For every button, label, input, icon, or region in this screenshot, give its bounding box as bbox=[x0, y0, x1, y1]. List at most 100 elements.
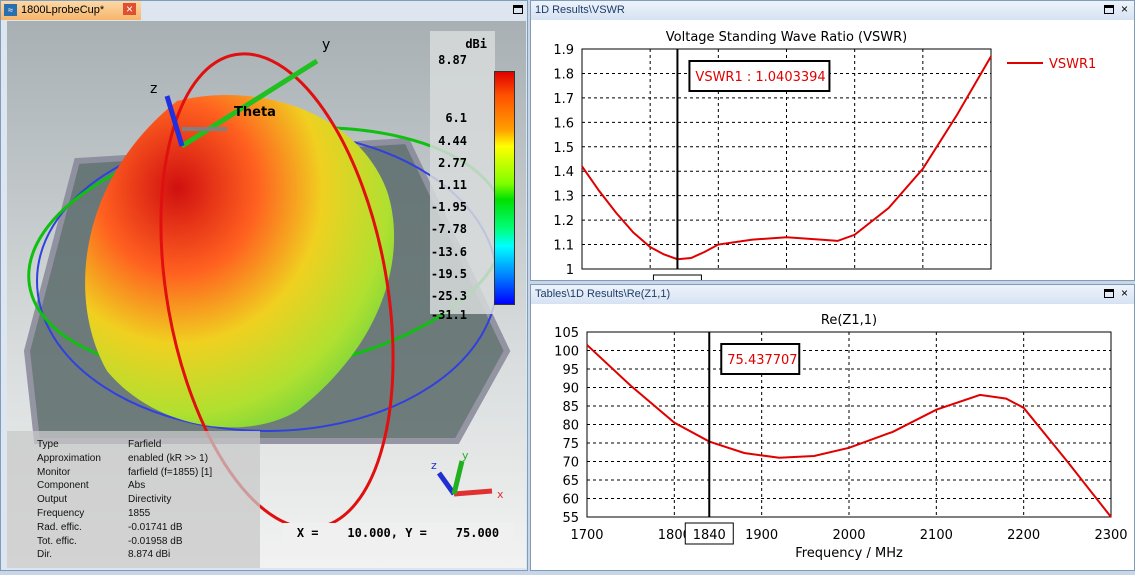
cursor-coordinates: X = 10.000, Y = 75.000 bbox=[283, 523, 513, 543]
x-tick-label: 2300 bbox=[1094, 528, 1127, 543]
colorbar-tick: 8.87 bbox=[438, 53, 467, 67]
wave-icon: ≈ bbox=[4, 4, 17, 16]
y-tick-label: 1.4 bbox=[553, 165, 574, 180]
orientation-triad: x z y bbox=[431, 449, 504, 501]
info-value: 8.874 dBi bbox=[128, 549, 171, 561]
y-tick-label: 55 bbox=[562, 511, 579, 526]
y-axis-label: y bbox=[322, 37, 330, 53]
info-row: Dir. 8.874 dBi bbox=[37, 549, 257, 563]
colorbar bbox=[494, 71, 515, 305]
y-tick-label: 85 bbox=[562, 400, 579, 415]
y-axis-arrow bbox=[180, 58, 319, 149]
x-axis-label: Frequency / MHz bbox=[795, 546, 903, 561]
info-key: Approximation bbox=[37, 452, 101, 464]
svg-text:x: x bbox=[497, 488, 504, 501]
vswr-pane-title: 1D Results\VSWR bbox=[531, 1, 1134, 20]
colorbar-unit: dBi bbox=[465, 37, 487, 51]
colorbar-legend: dBi 8.87 6.1 4.44 2.77 1.11 -1.95 -7.78 -13.6 -1… bbox=[430, 31, 515, 322]
info-row: Monitor farfield (f=1855) [1] bbox=[37, 467, 257, 481]
x-tick-label: 1700 bbox=[570, 528, 603, 543]
svg-text:y: y bbox=[462, 449, 469, 462]
marker-value-label: 75.437707 bbox=[727, 353, 797, 368]
farfield-scene: y z Theta x z y bbox=[23, 37, 511, 530]
x-tick-label: 2100 bbox=[920, 528, 953, 543]
3d-view[interactable]: y z Theta x z y dBi 8.87 6.1 4.44 2.77 1.11 -… bbox=[7, 21, 526, 568]
vswr-chart[interactable]: Voltage Standing Wave Ratio (VSWR) 1 1.1 1.… bbox=[531, 20, 1134, 313]
y-tick-label: 105 bbox=[554, 326, 579, 341]
vswr-pane: 1D Results\VSWR × Voltage Standing Wave … bbox=[530, 0, 1135, 313]
x-tick-label: 2000 bbox=[832, 528, 865, 543]
info-key: Tot. effic. bbox=[37, 535, 77, 547]
y-tick-label: 1.6 bbox=[553, 116, 574, 131]
info-value: -0.01741 dB bbox=[128, 521, 183, 533]
plot-frame bbox=[581, 48, 992, 270]
maximize-button[interactable] bbox=[1104, 5, 1114, 14]
z-axis-label: z bbox=[150, 81, 157, 97]
info-row: Approximation enabled (kR >> 1) bbox=[37, 453, 257, 467]
y-tick-label: 75 bbox=[562, 437, 579, 452]
info-row: Rad. effic. -0.01741 dB bbox=[37, 522, 257, 536]
y-tick-label: 1.8 bbox=[553, 67, 574, 82]
info-key: Dir. bbox=[37, 549, 52, 561]
farfield-pane: ≈ 1800LprobeCup* × y z Theta x z y dBi 8… bbox=[0, 0, 528, 571]
legend-label: VSWR1 bbox=[1049, 57, 1096, 72]
farfield-tab[interactable]: ≈ 1800LprobeCup* × bbox=[1, 1, 141, 20]
y-tick-label: 65 bbox=[562, 474, 579, 489]
info-value: Abs bbox=[128, 480, 146, 492]
x-tick-label: 1800 bbox=[658, 528, 691, 543]
maximize-button[interactable] bbox=[1104, 289, 1114, 298]
data-series-line bbox=[586, 344, 1112, 518]
x-tick-label: 2200 bbox=[1007, 528, 1040, 543]
plot-frame bbox=[586, 331, 1112, 518]
info-value: enabled (kR >> 1) bbox=[128, 452, 209, 464]
close-tab-button[interactable]: × bbox=[123, 3, 136, 15]
colorbar-tick: -7.78 bbox=[430, 222, 467, 236]
y-tick-label: 1.9 bbox=[553, 43, 574, 58]
info-value: Farfield bbox=[128, 439, 162, 450]
info-key: Component bbox=[37, 480, 89, 492]
z-axis-arrow bbox=[164, 95, 185, 147]
info-key: Rad. effic. bbox=[37, 521, 82, 533]
close-button[interactable]: × bbox=[1121, 286, 1129, 300]
info-key: Frequency bbox=[37, 508, 85, 519]
marker-x-box bbox=[684, 522, 734, 545]
y-tick-label: 70 bbox=[562, 456, 579, 471]
info-key: Output bbox=[37, 494, 68, 506]
info-value: -0.01958 dB bbox=[128, 535, 183, 547]
colorbar-tick: 6.1 bbox=[445, 111, 467, 125]
info-row: Output Directivity bbox=[37, 494, 257, 508]
y-tick-label: 100 bbox=[554, 345, 579, 360]
close-button[interactable]: × bbox=[1121, 2, 1129, 16]
y-tick-label: 95 bbox=[562, 363, 579, 378]
info-row: Tot. effic. -0.01958 dB bbox=[37, 536, 257, 550]
data-series-line bbox=[581, 55, 992, 261]
y-tick-label: 1 bbox=[566, 263, 574, 278]
info-row: Frequency 1855 bbox=[37, 508, 257, 522]
y-tick-label: 1.3 bbox=[553, 190, 574, 205]
info-value: 1855 bbox=[128, 508, 151, 519]
y-tick-label: 90 bbox=[562, 382, 579, 397]
y-tick-label: 1.5 bbox=[553, 141, 574, 156]
chart-title: Re(Z1,1) bbox=[821, 313, 877, 328]
colorbar-tick: -13.6 bbox=[430, 245, 467, 259]
maximize-button[interactable] bbox=[513, 5, 523, 14]
y-tick-label: 1.7 bbox=[553, 92, 574, 107]
info-key: Monitor bbox=[37, 466, 71, 478]
y-tick-label: 1.1 bbox=[553, 239, 574, 254]
chart-title: Voltage Standing Wave Ratio (VSWR) bbox=[666, 30, 907, 45]
theta-label: Theta bbox=[234, 105, 276, 120]
y-tick-label: 80 bbox=[562, 419, 579, 434]
rez-chart[interactable]: Re(Z1,1) 55 60 65 70 75 80 85 90 95 100 105 1700 1800… bbox=[531, 304, 1134, 570]
marker-value-box bbox=[688, 60, 831, 92]
info-row: Type Farfield bbox=[37, 439, 257, 453]
info-row: Component Abs bbox=[37, 480, 257, 494]
rez-pane-title: Tables\1D Results\Re(Z1,1) bbox=[531, 285, 1134, 304]
colorbar-tick: -19.5 bbox=[430, 267, 467, 281]
colorbar-tick: 1.11 bbox=[438, 178, 467, 192]
colorbar-tick: 2.77 bbox=[438, 156, 467, 170]
svg-text:z: z bbox=[431, 459, 437, 472]
marker-value-box bbox=[720, 343, 801, 375]
colorbar-tick: 4.44 bbox=[438, 134, 467, 148]
marker-x-label: 1840 bbox=[693, 528, 726, 543]
colorbar-tick: -25.3 bbox=[430, 289, 467, 303]
